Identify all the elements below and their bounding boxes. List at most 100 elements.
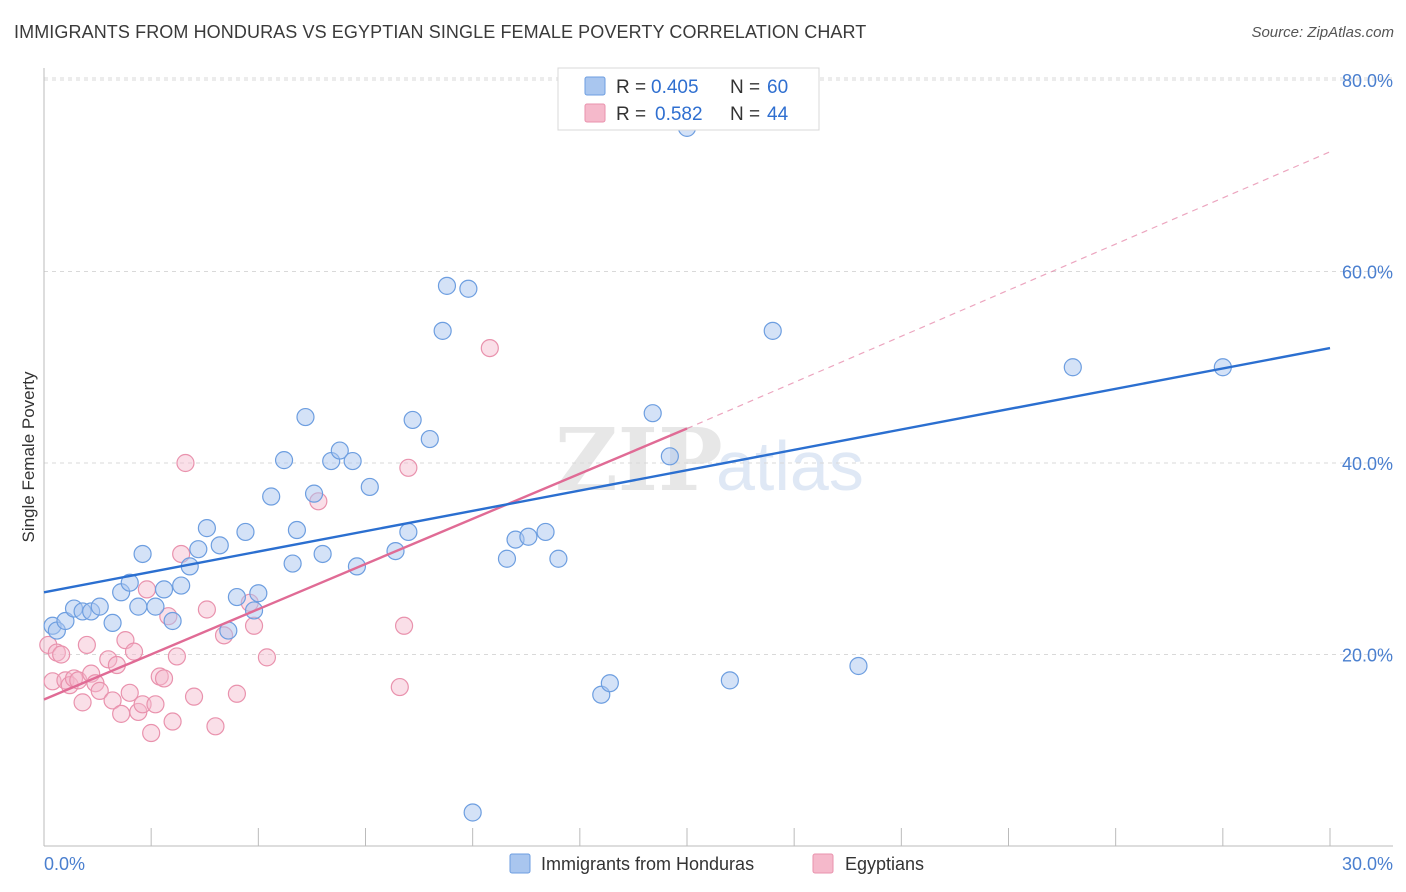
legend-r-label-2: R = [616, 104, 646, 125]
bottom-legend-swatch-blue [509, 853, 531, 874]
x-tick-label-max: 30.0% [1342, 854, 1393, 874]
honduras-point [146, 597, 165, 616]
egyptians-point [52, 645, 71, 664]
egyptians-point [73, 693, 92, 712]
honduras-point [103, 613, 122, 633]
source-label: Source: ZipAtlas.com [1251, 24, 1394, 41]
egyptians-point [227, 684, 246, 703]
honduras-point [720, 671, 739, 690]
egyptians-points [39, 339, 499, 743]
legend-swatch-blue [584, 76, 606, 96]
bottom-legend-label-honduras: Immigrants from Honduras [541, 854, 754, 874]
honduras-point [129, 597, 148, 616]
egyptians-point [137, 580, 156, 599]
honduras-point [90, 597, 109, 616]
egyptians-point [244, 616, 264, 635]
honduras-point [549, 549, 568, 568]
honduras-point [197, 519, 216, 538]
honduras-point [304, 484, 324, 503]
legend-n-label-1: N = [730, 77, 760, 98]
honduras-point [660, 447, 679, 466]
legend-n-value-2: 44 [767, 104, 789, 125]
y-tick-label: 80.0% [1342, 71, 1393, 91]
egyptians-trend-extension [686, 151, 1331, 430]
honduras-point [459, 279, 478, 298]
egyptians-point [124, 642, 144, 661]
legend: R = 0.405 N = 60 R = 0.582 N = 44 [557, 67, 820, 131]
egyptians-point [197, 600, 216, 619]
egyptians-point [133, 695, 152, 714]
honduras-point [433, 321, 452, 340]
y-axis-title: Single Female Poverty [19, 371, 38, 543]
honduras-point [643, 404, 662, 423]
x-tick-label-min: 0.0% [44, 854, 85, 874]
egyptians-point [146, 695, 165, 714]
honduras-point [56, 611, 75, 631]
watermark-atlas: atlas [716, 427, 864, 505]
y-tick-label: 20.0% [1342, 646, 1393, 666]
watermark-zip: ZIP [555, 410, 723, 511]
egyptians-point [480, 339, 499, 358]
honduras-point [172, 576, 191, 595]
legend-n-label-2: N = [730, 104, 760, 125]
honduras-point [274, 451, 294, 470]
bottom-legend-label-egyptians: Egyptians [845, 854, 924, 874]
honduras-point [249, 584, 268, 603]
honduras-point [210, 536, 229, 555]
honduras-point [463, 803, 482, 822]
honduras-point [154, 580, 174, 599]
egyptians-point [120, 683, 139, 702]
honduras-point [360, 477, 379, 497]
y-tick-labels: 20.0% 40.0% 60.0% 80.0% [1342, 71, 1393, 666]
egyptians-point [176, 453, 195, 473]
honduras-point [133, 544, 152, 564]
honduras-point [283, 554, 302, 573]
honduras-point [600, 674, 619, 693]
legend-swatch-pink [584, 103, 606, 123]
honduras-point [1063, 358, 1082, 377]
chart-title: IMMIGRANTS FROM HONDURAS VS EGYPTIAN SIN… [14, 22, 867, 42]
legend-r-value-2: 0.582 [655, 104, 703, 125]
egyptians-point [43, 672, 62, 691]
honduras-point [497, 549, 517, 568]
egyptians-point [163, 712, 182, 731]
y-tick-label: 60.0% [1342, 263, 1393, 283]
honduras-point [343, 451, 362, 471]
egyptians-point [184, 687, 204, 706]
honduras-point [420, 429, 439, 449]
honduras-point [403, 410, 422, 430]
honduras-point [313, 544, 332, 564]
egyptians-point [154, 669, 174, 688]
honduras-point [399, 522, 418, 542]
axes [43, 68, 1393, 847]
egyptians-point [399, 458, 418, 477]
honduras-point [330, 441, 349, 460]
honduras-point [120, 573, 139, 592]
legend-r-label-1: R = [616, 77, 646, 98]
trend-lines [43, 151, 1331, 701]
honduras-trend-line [43, 346, 1331, 594]
y-tick-label: 40.0% [1342, 454, 1393, 474]
honduras-point [227, 587, 246, 607]
egyptians-point [394, 616, 414, 635]
egyptians-point [112, 704, 131, 723]
honduras-point [296, 407, 315, 427]
egyptians-point [206, 717, 225, 736]
egyptians-point [390, 677, 409, 697]
egyptians-point [77, 635, 96, 655]
honduras-point [437, 276, 457, 295]
egyptians-point [167, 647, 186, 666]
egyptians-point [103, 691, 122, 710]
honduras-point [519, 527, 538, 546]
legend-n-value-1: 60 [767, 77, 788, 98]
honduras-point [236, 522, 255, 542]
egyptians-point [142, 723, 161, 743]
bottom-legend-swatch-pink [812, 853, 834, 874]
egyptians-trend-line [43, 427, 688, 701]
egyptians-point [90, 681, 109, 700]
honduras-point [849, 656, 868, 676]
honduras-point [163, 611, 182, 631]
honduras-point [262, 487, 281, 506]
honduras-point [287, 520, 307, 540]
